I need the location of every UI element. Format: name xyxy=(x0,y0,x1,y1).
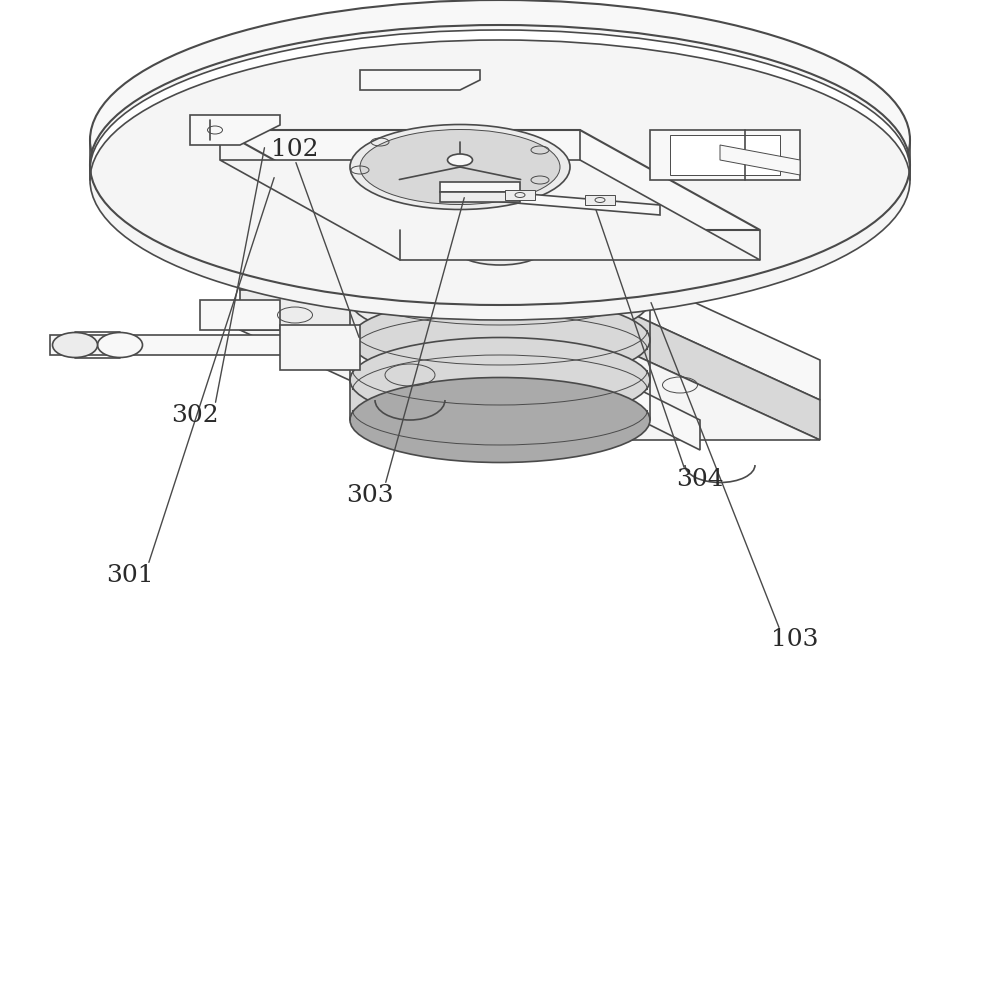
Ellipse shape xyxy=(350,298,650,382)
Ellipse shape xyxy=(458,235,542,265)
Ellipse shape xyxy=(350,178,650,262)
Polygon shape xyxy=(280,325,360,370)
Ellipse shape xyxy=(350,377,650,462)
Ellipse shape xyxy=(52,332,98,358)
Polygon shape xyxy=(240,250,820,400)
Ellipse shape xyxy=(98,332,143,358)
Ellipse shape xyxy=(360,129,560,205)
Polygon shape xyxy=(480,190,660,215)
Polygon shape xyxy=(440,182,520,192)
Polygon shape xyxy=(350,300,650,340)
Polygon shape xyxy=(350,340,650,380)
Ellipse shape xyxy=(350,257,650,342)
Ellipse shape xyxy=(458,135,542,165)
Text: 102: 102 xyxy=(271,138,319,161)
Ellipse shape xyxy=(350,218,650,302)
Polygon shape xyxy=(220,130,760,230)
Text: 103: 103 xyxy=(771,629,819,652)
Ellipse shape xyxy=(350,124,570,210)
Polygon shape xyxy=(350,380,650,420)
Polygon shape xyxy=(240,330,820,440)
Ellipse shape xyxy=(90,40,910,320)
Text: 304: 304 xyxy=(676,468,724,491)
Ellipse shape xyxy=(90,30,910,310)
Ellipse shape xyxy=(350,338,650,422)
Polygon shape xyxy=(720,145,800,175)
Polygon shape xyxy=(670,135,780,175)
Polygon shape xyxy=(240,290,580,330)
Polygon shape xyxy=(440,192,520,202)
Polygon shape xyxy=(50,335,300,355)
Polygon shape xyxy=(580,290,820,440)
Polygon shape xyxy=(450,140,550,220)
Ellipse shape xyxy=(450,122,550,157)
Polygon shape xyxy=(190,115,280,145)
Polygon shape xyxy=(505,190,535,200)
Polygon shape xyxy=(220,160,760,260)
Polygon shape xyxy=(350,260,650,300)
Polygon shape xyxy=(600,370,700,450)
Ellipse shape xyxy=(90,0,910,280)
Polygon shape xyxy=(360,70,480,90)
Text: 302: 302 xyxy=(171,403,219,426)
Ellipse shape xyxy=(448,154,473,166)
Text: 303: 303 xyxy=(346,484,394,506)
Polygon shape xyxy=(650,130,800,180)
Text: 301: 301 xyxy=(106,564,154,586)
Polygon shape xyxy=(585,195,615,205)
Polygon shape xyxy=(200,300,280,330)
